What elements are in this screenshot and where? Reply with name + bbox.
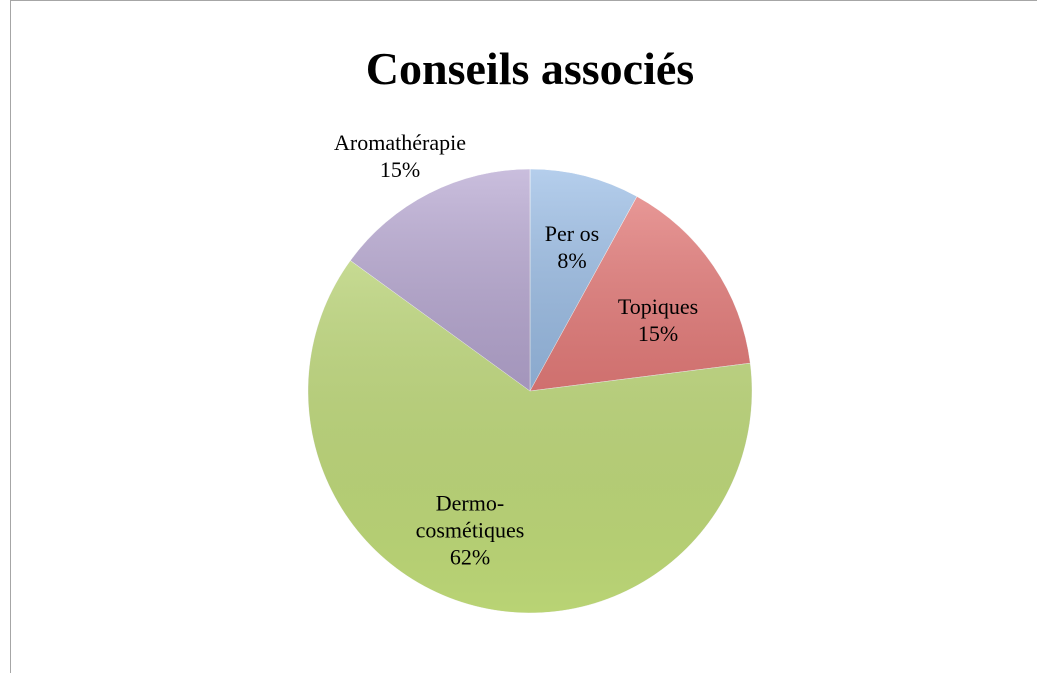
value-label: 62% (449, 544, 491, 570)
slice-label: Dermo-cosmétiques 62% (400, 490, 540, 571)
slice-label: Topiques 15% (598, 293, 718, 347)
chart-title: Conseils associés (365, 43, 695, 94)
value-label: 15% (379, 157, 421, 182)
slice-label: Per os 8% (512, 220, 632, 274)
category-label: Aromathérapie (334, 130, 466, 155)
category-label: Dermo-cosmétiques (415, 490, 525, 543)
category-label: Topiques (617, 294, 699, 319)
value-label: 8% (557, 248, 587, 273)
category-label: Per os (544, 221, 600, 246)
chart-border (10, 0, 1037, 673)
value-label: 15% (637, 321, 679, 346)
slice-label: Aromathérapie 15% (305, 129, 495, 183)
